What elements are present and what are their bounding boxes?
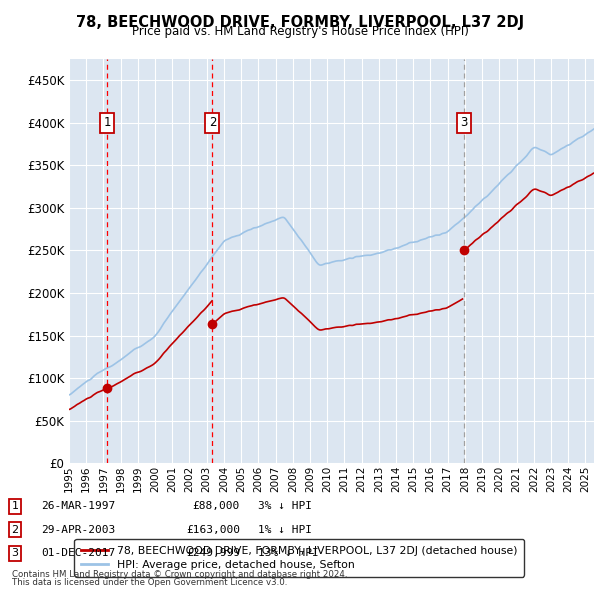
Text: 29-APR-2003: 29-APR-2003 [41,525,115,535]
Text: 26-MAR-1997: 26-MAR-1997 [41,502,115,511]
Text: 01-DEC-2017: 01-DEC-2017 [41,549,115,558]
Text: This data is licensed under the Open Government Licence v3.0.: This data is licensed under the Open Gov… [12,578,287,588]
Text: 13% ↓ HPI: 13% ↓ HPI [258,549,319,558]
Text: 1% ↓ HPI: 1% ↓ HPI [258,525,312,535]
Text: 3: 3 [460,116,467,129]
Text: 3: 3 [11,549,19,558]
Legend: 78, BEECHWOOD DRIVE, FORMBY, LIVERPOOL, L37 2DJ (detached house), HPI: Average p: 78, BEECHWOOD DRIVE, FORMBY, LIVERPOOL, … [74,539,524,576]
Text: £163,000: £163,000 [186,525,240,535]
Text: Price paid vs. HM Land Registry's House Price Index (HPI): Price paid vs. HM Land Registry's House … [131,25,469,38]
Text: 3% ↓ HPI: 3% ↓ HPI [258,502,312,511]
Text: 2: 2 [209,116,216,129]
Text: 78, BEECHWOOD DRIVE, FORMBY, LIVERPOOL, L37 2DJ: 78, BEECHWOOD DRIVE, FORMBY, LIVERPOOL, … [76,15,524,30]
Text: 2: 2 [11,525,19,535]
Text: 1: 1 [104,116,111,129]
Text: Contains HM Land Registry data © Crown copyright and database right 2024.: Contains HM Land Registry data © Crown c… [12,570,347,579]
Text: 1: 1 [11,502,19,511]
Text: £249,999: £249,999 [186,549,240,558]
Text: £88,000: £88,000 [193,502,240,511]
